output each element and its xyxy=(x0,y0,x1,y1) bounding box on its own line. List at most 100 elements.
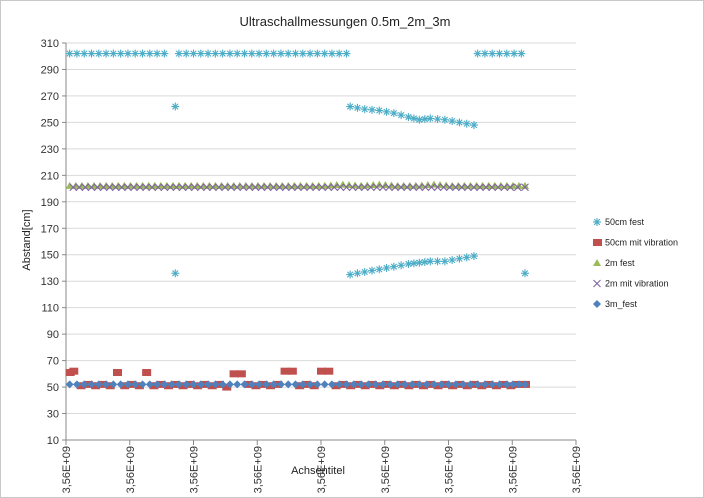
data-point xyxy=(202,183,211,192)
data-point xyxy=(506,183,515,192)
legend-label: 2m mit vibration xyxy=(605,279,669,289)
data-point xyxy=(409,183,418,192)
data-point xyxy=(317,367,326,375)
data-point xyxy=(153,380,162,389)
y-axis-title: Abstand[cm] xyxy=(21,209,33,270)
data-point xyxy=(360,105,369,114)
data-point xyxy=(117,183,126,192)
data-point xyxy=(433,382,443,390)
data-point xyxy=(182,49,191,58)
legend-label: 50cm fest xyxy=(605,217,645,227)
data-point xyxy=(218,380,227,389)
data-point xyxy=(245,183,254,192)
data-point xyxy=(215,183,223,192)
x-tick-label: 3,56E+09 xyxy=(380,446,392,493)
data-point xyxy=(178,183,187,192)
data-point xyxy=(207,382,217,390)
data-point xyxy=(81,183,90,192)
legend-item: 2m mit vibration xyxy=(593,279,669,289)
data-point xyxy=(164,382,173,390)
data-point xyxy=(287,183,296,192)
data-point xyxy=(433,183,442,192)
data-point xyxy=(171,269,180,278)
data-point xyxy=(160,49,169,58)
data-point xyxy=(415,258,424,267)
data-point xyxy=(284,49,293,58)
data-point xyxy=(72,49,81,58)
data-point xyxy=(400,380,409,389)
data-point xyxy=(510,49,519,58)
data-point xyxy=(420,258,429,267)
data-point xyxy=(372,183,381,192)
data-point xyxy=(330,183,339,192)
y-tick-label: 310 xyxy=(41,38,59,50)
data-point xyxy=(346,382,356,390)
data-point xyxy=(291,380,300,389)
data-point xyxy=(65,380,74,389)
data-point xyxy=(148,183,157,192)
x-tick-label: 3,56E+09 xyxy=(61,446,73,493)
data-point xyxy=(448,256,457,265)
data-point xyxy=(404,259,413,268)
data-point xyxy=(75,183,84,192)
data-point xyxy=(160,183,169,192)
data-point xyxy=(360,267,369,276)
data-point xyxy=(87,380,96,389)
data-point xyxy=(166,183,175,192)
data-point xyxy=(318,183,327,192)
data-point xyxy=(433,115,442,124)
data-point xyxy=(87,183,96,192)
data-point xyxy=(99,183,108,192)
data-point xyxy=(360,382,370,390)
data-point xyxy=(342,49,351,58)
data-point xyxy=(236,370,246,378)
data-point xyxy=(65,181,74,189)
data-point xyxy=(335,49,344,58)
data-point xyxy=(403,183,412,192)
data-point xyxy=(225,380,234,389)
data-point xyxy=(116,49,125,58)
y-tick-label: 130 xyxy=(41,276,59,288)
data-point xyxy=(459,380,468,389)
data-point xyxy=(138,380,147,389)
data-point xyxy=(404,382,414,390)
data-point xyxy=(457,183,466,192)
legend-marker xyxy=(593,300,601,308)
legend-label: 3m_fest xyxy=(605,299,638,309)
data-point xyxy=(508,380,517,389)
data-point xyxy=(312,183,321,192)
data-point xyxy=(346,102,355,111)
data-point xyxy=(371,380,380,389)
data-point xyxy=(94,49,103,58)
legend-marker xyxy=(593,218,601,226)
legend-item: 50cm mit vibration xyxy=(593,238,678,248)
y-tick-label: 230 xyxy=(41,144,59,156)
data-point xyxy=(415,115,424,124)
data-point xyxy=(488,49,497,58)
data-point xyxy=(247,49,256,58)
data-point xyxy=(476,183,484,192)
data-point xyxy=(445,183,454,192)
data-point xyxy=(393,380,402,389)
data-point xyxy=(437,380,446,389)
legend-item: 50cm fest xyxy=(593,217,645,227)
data-point xyxy=(368,105,376,114)
data-point xyxy=(426,257,435,266)
data-point xyxy=(346,270,355,279)
data-point xyxy=(211,49,220,58)
data-point xyxy=(131,49,140,58)
data-point xyxy=(386,380,395,389)
data-point xyxy=(513,183,522,192)
legend-label: 2m fest xyxy=(605,258,635,268)
data-point xyxy=(464,183,472,192)
data-point xyxy=(444,380,453,389)
y-tick-label: 170 xyxy=(41,223,59,235)
data-point xyxy=(145,380,154,389)
data-point xyxy=(353,269,362,278)
data-point xyxy=(172,183,181,192)
data-point xyxy=(255,49,264,58)
data-point xyxy=(521,269,529,278)
legend-label: 50cm mit vibration xyxy=(605,238,678,248)
data-point xyxy=(502,380,511,389)
